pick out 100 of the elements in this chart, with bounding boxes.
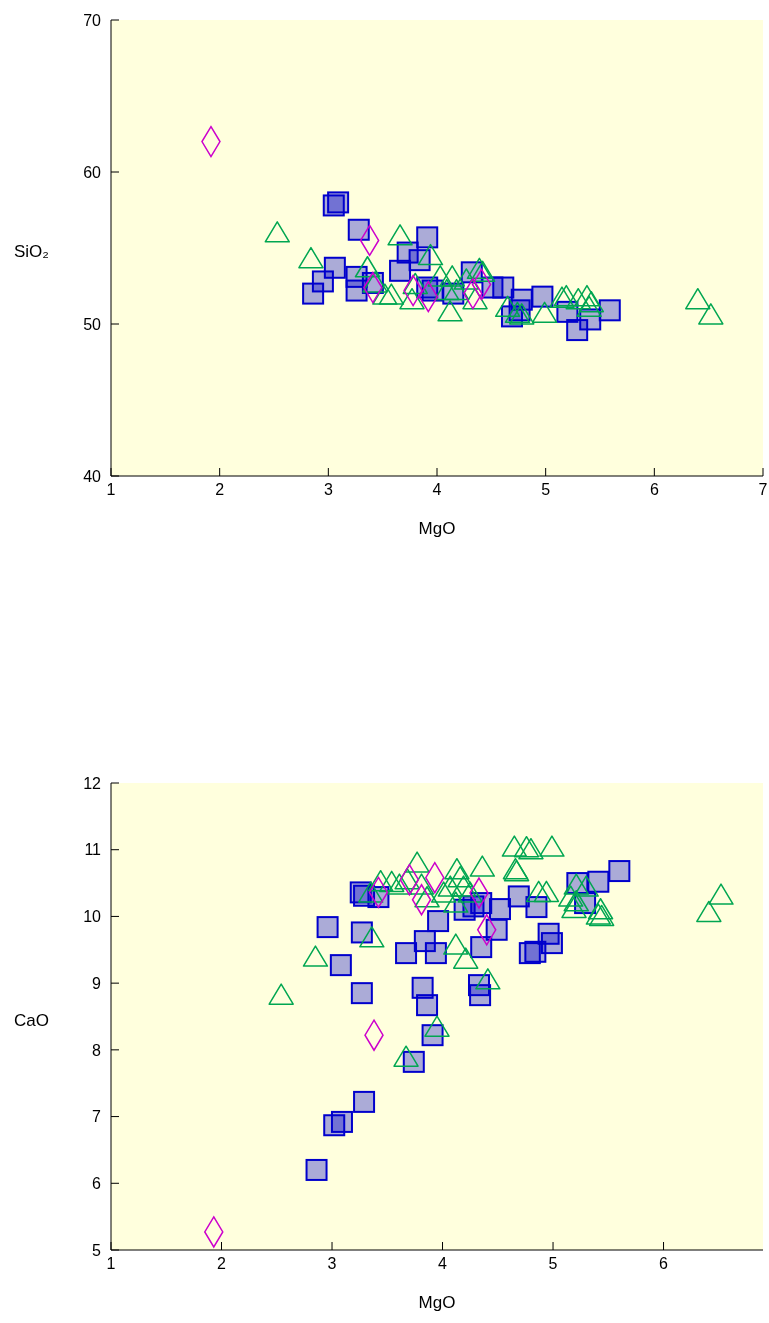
y-tick-label: 50 xyxy=(83,315,102,333)
point xyxy=(708,883,734,905)
point xyxy=(389,259,412,282)
point xyxy=(525,880,552,903)
x-tick-label: 7 xyxy=(758,481,768,499)
point xyxy=(327,191,350,214)
point xyxy=(576,295,602,318)
x-tick-label: 6 xyxy=(659,1255,669,1273)
point xyxy=(378,283,405,305)
point xyxy=(485,918,508,941)
y-tick-label: 7 xyxy=(92,1108,102,1126)
y-tick-label: 70 xyxy=(83,11,102,29)
x-tick-label: 6 xyxy=(649,481,659,499)
point xyxy=(394,867,420,890)
point xyxy=(268,983,294,1005)
point xyxy=(533,880,560,903)
point xyxy=(696,900,722,923)
y-axis-title: SiO₂ xyxy=(14,242,49,262)
point xyxy=(427,910,450,933)
point xyxy=(424,1015,450,1037)
point xyxy=(437,300,463,322)
point xyxy=(437,875,464,897)
point xyxy=(408,249,431,272)
y-tick-label: 60 xyxy=(83,163,102,181)
point xyxy=(347,218,370,241)
x-tick-label: 3 xyxy=(327,1255,337,1273)
point xyxy=(598,299,621,322)
x-tick-label: 1 xyxy=(106,1255,116,1273)
point xyxy=(298,246,324,269)
point xyxy=(450,875,477,897)
point xyxy=(387,224,413,246)
point xyxy=(402,272,429,295)
point xyxy=(417,243,444,266)
point xyxy=(539,835,565,857)
point xyxy=(685,287,711,310)
point xyxy=(525,896,548,919)
point xyxy=(574,284,600,307)
point xyxy=(565,287,592,310)
point xyxy=(416,994,439,1017)
point xyxy=(395,942,418,965)
point xyxy=(404,851,430,873)
point xyxy=(434,278,460,301)
point xyxy=(443,891,469,913)
point xyxy=(393,1045,419,1067)
point xyxy=(443,933,469,955)
point xyxy=(399,287,425,310)
point xyxy=(316,916,339,939)
y-tick-label: 8 xyxy=(92,1041,102,1059)
point xyxy=(424,942,447,965)
point xyxy=(513,835,540,858)
point xyxy=(378,870,405,893)
x-tick-label: 5 xyxy=(548,1255,558,1273)
point xyxy=(501,835,528,857)
x-tick-label: 2 xyxy=(215,481,225,499)
point xyxy=(386,873,413,895)
point xyxy=(457,881,483,903)
point xyxy=(531,285,554,308)
y-tick-label: 10 xyxy=(83,908,102,926)
point xyxy=(302,945,329,967)
point xyxy=(561,896,587,919)
point xyxy=(469,855,496,877)
point xyxy=(553,284,580,307)
point xyxy=(698,303,724,325)
x-tick-label: 1 xyxy=(106,481,116,499)
point xyxy=(518,837,544,860)
point xyxy=(475,968,501,990)
point xyxy=(367,869,394,892)
y-tick-label: 12 xyxy=(83,774,102,792)
point xyxy=(353,1090,376,1113)
point xyxy=(563,890,589,912)
point xyxy=(578,290,605,313)
point xyxy=(439,265,465,287)
y-tick-label: 40 xyxy=(83,467,102,485)
point xyxy=(354,256,381,278)
point xyxy=(430,881,457,903)
point xyxy=(587,898,614,920)
point xyxy=(549,286,575,308)
point xyxy=(350,982,373,1005)
point xyxy=(524,940,547,963)
point xyxy=(357,881,384,903)
point xyxy=(414,886,440,908)
point xyxy=(329,954,352,977)
point xyxy=(264,221,291,243)
point xyxy=(587,870,610,893)
y-tick-label: 11 xyxy=(84,841,102,859)
y-tick-label: 6 xyxy=(92,1174,102,1192)
x-tick-label: 4 xyxy=(432,481,442,499)
y-axis-title: CaO xyxy=(14,1010,49,1031)
point xyxy=(566,319,589,342)
x-tick-label: 5 xyxy=(541,481,551,499)
y-tick-label: 9 xyxy=(92,974,102,992)
point xyxy=(453,268,480,290)
point xyxy=(469,984,492,1007)
y-tick-label: 5 xyxy=(92,1241,102,1259)
point xyxy=(494,295,521,318)
point xyxy=(444,857,470,880)
point xyxy=(557,885,584,907)
point xyxy=(350,921,373,944)
point xyxy=(492,276,515,299)
point xyxy=(372,283,398,305)
